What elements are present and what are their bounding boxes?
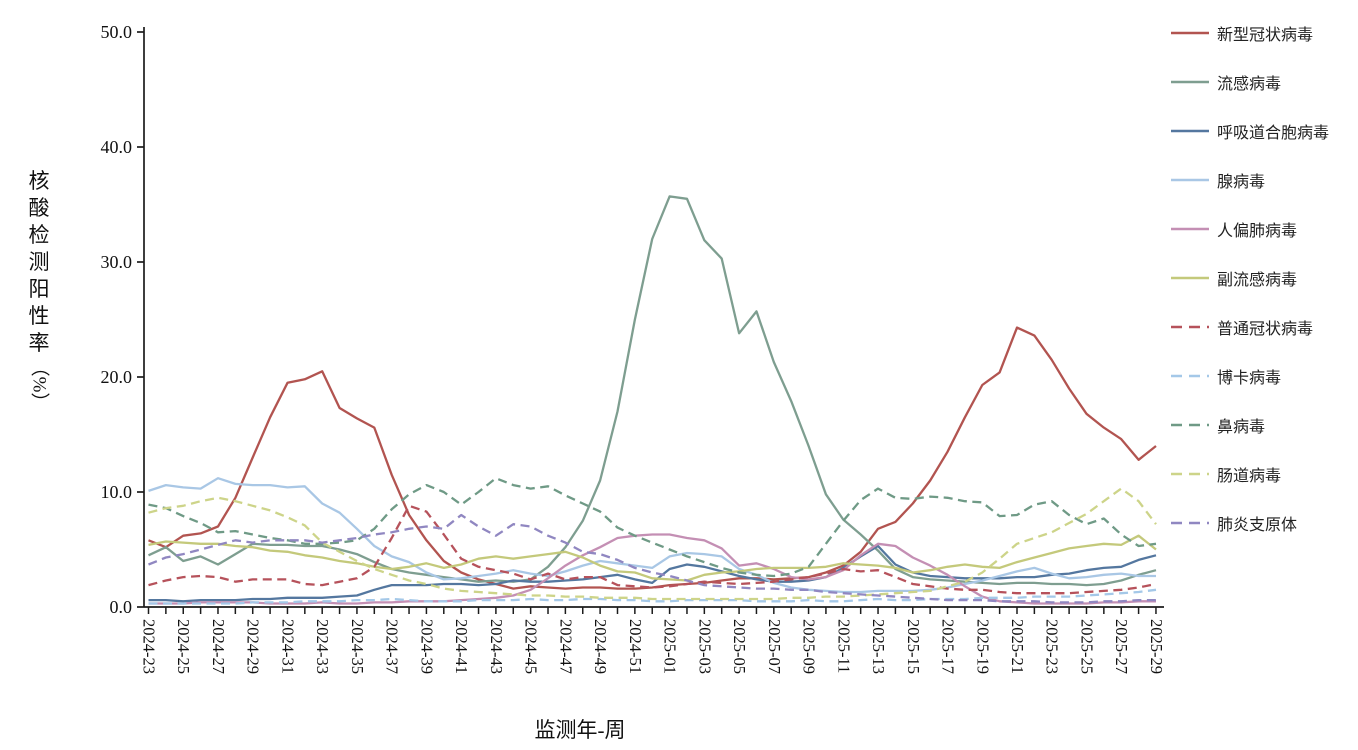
x-tick-label: 2024-47: [556, 619, 575, 674]
y-tick-label: 30.0: [101, 252, 133, 272]
legend-swatch-mycoplasma: [1171, 521, 1209, 525]
x-tick-label: 2025-29: [1147, 619, 1166, 674]
x-tick-label: 2024-27: [209, 619, 228, 674]
legend-item-adenovirus: 腺病毒: [1170, 168, 1265, 192]
legend-label-enterovirus: 肠道病毒: [1217, 468, 1282, 485]
x-tick-label: 2024-31: [278, 619, 297, 674]
y-tick-label: 40.0: [101, 137, 133, 157]
y-tick-label: 50.0: [101, 22, 133, 42]
x-tick-label: 2025-05: [730, 619, 749, 674]
y-axis-title-char: 检: [28, 223, 50, 247]
y-axis-title-char: 阳: [28, 277, 50, 301]
series-line-covid: [148, 326, 1157, 590]
legend-item-rhinovirus: 鼻病毒: [1170, 413, 1265, 437]
x-tick-label: 2025-03: [695, 619, 714, 674]
legend-item-covid: 新型冠状病毒: [1170, 21, 1313, 45]
legend-swatch-common-coronavirus: [1171, 325, 1209, 329]
x-tick-label: 2025-25: [1077, 619, 1096, 674]
legend-label-rsv: 呼吸道合胞病毒: [1217, 125, 1330, 142]
x-tick-label: 2024-35: [348, 619, 367, 674]
x-tick-label: 2024-25: [174, 619, 193, 674]
x-tick-label: 2024-49: [591, 619, 610, 674]
legend-swatch-bocavirus: [1171, 374, 1209, 378]
y-axis-title: 核酸检测阳性率（%）: [24, 168, 54, 411]
x-tick-label: 2025-17: [939, 619, 958, 674]
y-axis-title-char: 核: [28, 169, 50, 193]
chart-legend: 新型冠状病毒 流感病毒呼吸道合胞病毒 腺病毒人偏肺病毒副流感病毒普通冠状病毒 博卡病毒…: [1170, 0, 1358, 560]
y-axis-title-char: 率: [28, 331, 50, 355]
y-tick-label: 0.0: [110, 597, 133, 617]
legend-label-hmpv: 人偏肺病毒: [1217, 223, 1298, 240]
x-tick-label: 2024-41: [452, 619, 471, 674]
x-tick-label: 2024-29: [244, 619, 263, 674]
legend-swatch-covid: [1171, 31, 1209, 35]
legend-swatch-enterovirus: [1171, 472, 1209, 476]
legend-item-rsv: 呼吸道合胞病毒: [1170, 119, 1329, 143]
series-line-hmpv: [148, 533, 1156, 605]
x-axis-title: 监测年-周: [534, 718, 626, 742]
y-axis-unit: （%）: [28, 357, 50, 412]
x-tick-label: 2025-15: [904, 619, 923, 674]
x-tick-label: 2025-09: [800, 619, 819, 674]
legend-item-bocavirus: 博卡病毒: [1170, 364, 1281, 388]
x-tick-label: 2024-45: [522, 619, 541, 674]
y-tick-label: 20.0: [101, 367, 133, 387]
legend-label-parainfluenza: 副流感病毒: [1217, 272, 1298, 289]
y-tick-label: 10.0: [101, 482, 133, 502]
legend-label-mycoplasma: 肺炎支原体: [1217, 517, 1298, 534]
x-tick-label: 2025-21: [1008, 619, 1027, 674]
x-tick-label: 2024-33: [313, 619, 332, 674]
legend-swatch-rhinovirus: [1171, 423, 1209, 427]
legend-swatch-rsv: [1171, 129, 1209, 133]
legend-item-common-coronavirus: 普通冠状病毒: [1170, 315, 1313, 339]
legend-label-adenovirus: 腺病毒: [1217, 174, 1266, 191]
legend-item-enterovirus: 肠道病毒: [1170, 462, 1281, 486]
series-line-mycoplasma: [148, 513, 1156, 604]
series-line-common-coronavirus: [148, 504, 1157, 595]
x-tick-label: 2024-43: [487, 619, 506, 674]
x-tick-label: 2025-27: [1112, 619, 1131, 674]
legend-label-bocavirus: 博卡病毒: [1217, 370, 1282, 387]
x-tick-label: 2025-07: [765, 619, 784, 674]
legend-swatch-adenovirus: [1171, 178, 1209, 182]
series-line-enterovirus: [148, 487, 1157, 601]
y-axis-title-char: 酸: [28, 196, 50, 220]
x-tick-label: 2025-23: [1043, 619, 1062, 674]
legend-swatch-hmpv: [1171, 227, 1209, 231]
x-tick-label: 2024-23: [140, 619, 159, 674]
legend-label-common-coronavirus: 普通冠状病毒: [1217, 321, 1314, 338]
legend-swatch-parainfluenza: [1171, 276, 1209, 280]
x-tick-label: 2024-51: [626, 619, 645, 674]
x-tick-label: 2025-19: [973, 619, 992, 674]
y-axis-title-char: 性: [28, 304, 50, 328]
legend-item-mycoplasma: 肺炎支原体: [1170, 511, 1297, 535]
legend-item-hmpv: 人偏肺病毒: [1170, 217, 1297, 241]
series-line-rhinovirus: [148, 477, 1157, 578]
series-line-adenovirus: [148, 477, 1156, 594]
series-line-parainfluenza: [148, 534, 1157, 582]
series-line-bocavirus: [148, 588, 1157, 605]
legend-item-influenza: 流感病毒: [1170, 70, 1281, 94]
legend-item-parainfluenza: 副流感病毒: [1170, 266, 1297, 290]
legend-swatch-influenza: [1171, 80, 1209, 84]
series-line-influenza: [148, 195, 1157, 587]
x-tick-label: 2025-01: [661, 619, 680, 674]
x-tick-label: 2025-13: [869, 619, 888, 674]
x-tick-label: 2025-11: [834, 619, 853, 673]
legend-label-covid: 新型冠状病毒: [1217, 27, 1314, 44]
x-tick-label: 2024-39: [417, 619, 436, 674]
y-axis-title-char: 测: [28, 250, 50, 274]
x-tick-label: 2024-37: [383, 619, 402, 674]
legend-label-influenza: 流感病毒: [1217, 76, 1282, 93]
legend-label-rhinovirus: 鼻病毒: [1217, 419, 1266, 436]
